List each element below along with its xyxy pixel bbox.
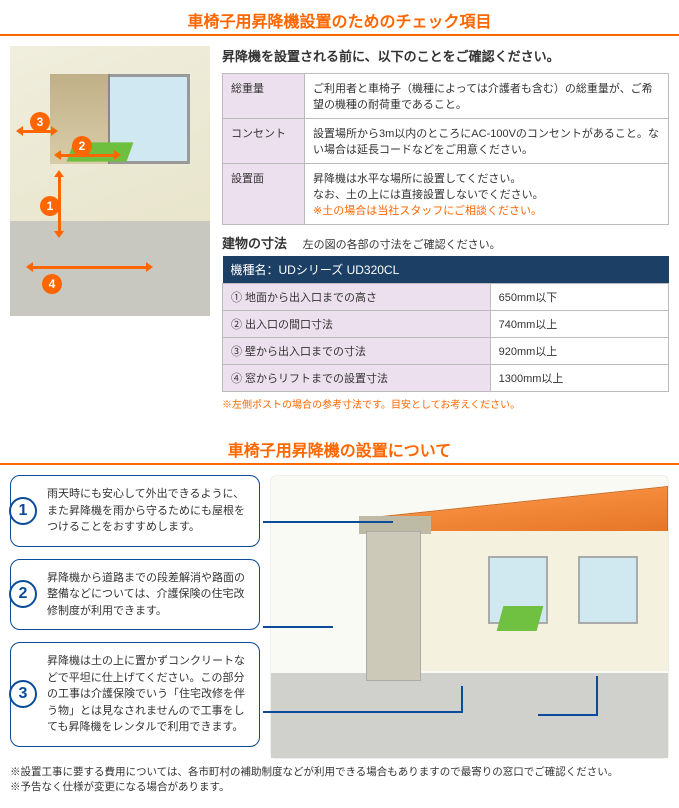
diagram-house	[270, 475, 669, 759]
table-row: ④ 窓からリフトまでの設置寸法 1300mm以上	[223, 365, 669, 392]
section-installation: 1 雨天時にも安心して外出できるように、また昇降機を雨から守るためにも屋根をつけ…	[0, 475, 679, 759]
tip-text: 昇降機は土の上に置かずコンクリートなどで平坦に仕上げてください。この部分の工事は…	[47, 655, 245, 733]
tip-number: 3	[9, 680, 37, 708]
tip-number: 1	[9, 497, 37, 525]
heading-checklist: 車椅子用昇降機設置のためのチェック項目	[0, 0, 679, 36]
row-warning: ※土の場合は当社スタッフにご相談ください。	[313, 205, 542, 217]
checklist-content: 昇降機を設置される前に、以下のことをご確認ください。 総重量 ご利用者と車椅子（…	[222, 46, 669, 411]
table-row: ① 地面から出入口までの高さ 650mm以下	[223, 284, 669, 311]
tip-item: 2 昇降機から道路までの段差解消や路面の整備などについては、介護保険の住宅改修制…	[10, 559, 260, 631]
heading-installation: 車椅子用昇降機の設置について	[0, 429, 679, 465]
tip-text: 雨天時にも安心して外出できるように、また昇降機を雨から守るためにも屋根をつけるこ…	[47, 488, 245, 533]
tip-item: 1 雨天時にも安心して外出できるように、また昇降機を雨から守るためにも屋根をつけ…	[10, 475, 260, 547]
dim-badge-2: 2	[72, 136, 92, 156]
dim-label: ② 出入口の間口寸法	[223, 311, 491, 338]
dim-label: ③ 壁から出入口までの寸法	[223, 338, 491, 365]
dim-value: 650mm以下	[490, 284, 668, 311]
dim-value: 920mm以上	[490, 338, 668, 365]
row-label: 設置面	[223, 164, 305, 225]
footnote-line: ※予告なく仕様が変更になる場合があります。	[10, 780, 669, 796]
table-row: コンセント 設置場所から3m以内のところにAC-100Vのコンセントがあること。…	[223, 119, 669, 164]
dimensions-table: 機種名：UDシリーズ UD320CL ① 地面から出入口までの高さ 650mm以…	[222, 256, 669, 392]
row-body: 設置場所から3m以内のところにAC-100Vのコンセントがあること。ない場合は延…	[305, 119, 669, 164]
row-body: 昇降機は水平な場所に設置してください。 なお、土の上には直接設置しないでください…	[305, 164, 669, 225]
section-checklist: 3 2 1 4 昇降機を設置される前に、以下のことをご確認ください。 総重量 ご…	[0, 46, 679, 411]
row-label: 総重量	[223, 74, 305, 119]
table-row: ③ 壁から出入口までの寸法 920mm以上	[223, 338, 669, 365]
row-body: ご利用者と車椅子（機種によっては介護者も含む）の総重量が、ご希望の機種の耐荷重で…	[305, 74, 669, 119]
dimensions-heading: 建物の寸法 左の図の各部の寸法をご確認ください。	[222, 233, 669, 252]
diagram-dimensions: 3 2 1 4	[10, 46, 210, 316]
tip-number: 2	[9, 580, 37, 608]
dim-value: 1300mm以上	[490, 365, 668, 392]
dim-label: ④ 窓からリフトまでの設置寸法	[223, 365, 491, 392]
tips-column: 1 雨天時にも安心して外出できるように、また昇降機を雨から守るためにも屋根をつけ…	[10, 475, 260, 759]
intro-text: 昇降機を設置される前に、以下のことをご確認ください。	[222, 46, 669, 65]
footnotes: ※設置工事に要する費用については、各市町村の補助制度などが利用できる場合もありま…	[0, 759, 679, 808]
dim-value: 740mm以上	[490, 311, 668, 338]
table-row: ② 出入口の間口寸法 740mm以上	[223, 311, 669, 338]
table-row: 総重量 ご利用者と車椅子（機種によっては介護者も含む）の総重量が、ご希望の機種の…	[223, 74, 669, 119]
dimensions-note: ※左側ポストの場合の参考寸法です。目安としてお考えください。	[222, 396, 669, 411]
footnote-line: ※設置工事に要する費用については、各市町村の補助制度などが利用できる場合もありま…	[10, 765, 669, 781]
dim-badge-1: 1	[40, 196, 60, 216]
dim-badge-3: 3	[30, 112, 50, 132]
model-header: 機種名：UDシリーズ UD320CL	[223, 256, 669, 284]
tip-item: 3 昇降機は土の上に置かずコンクリートなどで平坦に仕上げてください。この部分の工…	[10, 642, 260, 747]
dimensions-desc: 左の図の各部の寸法をご確認ください。	[303, 239, 501, 251]
tip-text: 昇降機から道路までの段差解消や路面の整備などについては、介護保険の住宅改修制度が…	[47, 572, 245, 617]
dim-label: ① 地面から出入口までの高さ	[223, 284, 491, 311]
dim-badge-4: 4	[42, 274, 62, 294]
row-label: コンセント	[223, 119, 305, 164]
checklist-table: 総重量 ご利用者と車椅子（機種によっては介護者も含む）の総重量が、ご希望の機種の…	[222, 73, 669, 225]
table-row: 設置面 昇降機は水平な場所に設置してください。 なお、土の上には直接設置しないで…	[223, 164, 669, 225]
